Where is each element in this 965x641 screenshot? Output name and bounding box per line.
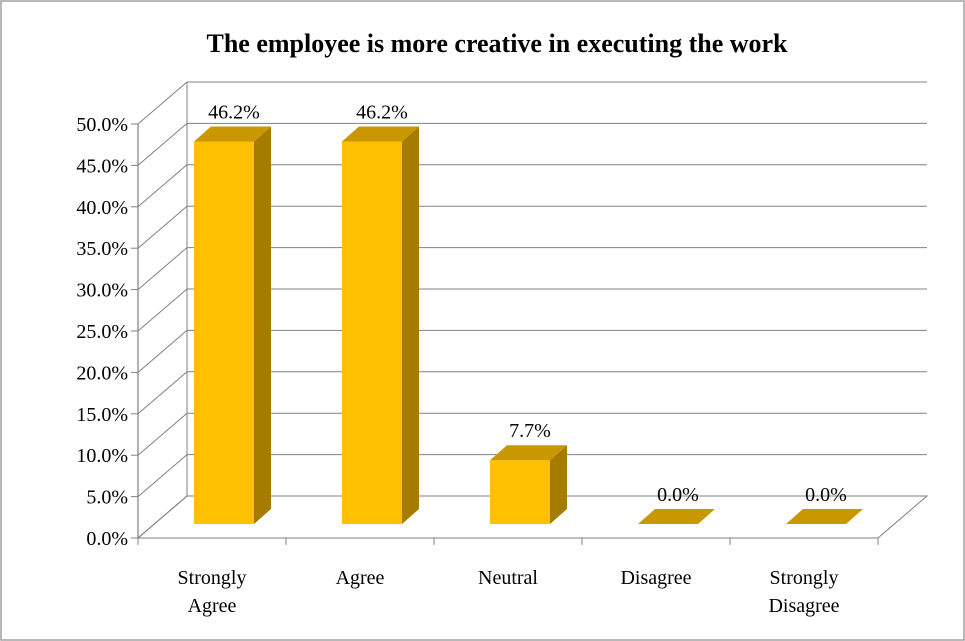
y-tick-label: 30.0% (76, 280, 128, 302)
y-tick-label: 5.0% (86, 487, 128, 509)
x-tick-label: Disagree (620, 567, 691, 589)
bar (490, 460, 550, 524)
data-label: 7.7% (509, 420, 551, 442)
bar-side (550, 445, 567, 524)
bar-top (342, 126, 419, 142)
data-label: 46.2% (356, 101, 408, 123)
y-tick-label: 40.0% (76, 197, 128, 219)
x-tick-label: Disagree (768, 595, 839, 617)
data-label: 46.2% (208, 101, 260, 123)
chart-title: The employee is more creative in executi… (206, 29, 788, 58)
side-gridline (137, 330, 188, 373)
bar-side (254, 126, 271, 525)
y-tick-label: 15.0% (76, 404, 128, 426)
side-gridline (137, 164, 188, 208)
side-gridline (137, 81, 188, 125)
bar (342, 141, 402, 525)
side-gridline (137, 123, 188, 166)
bar-top (638, 509, 715, 524)
y-tick-label: 20.0% (76, 362, 128, 384)
data-label: 0.0% (805, 484, 847, 506)
x-tick-label: Strongly (770, 567, 839, 589)
side-gridline (137, 371, 188, 415)
side-gridline (137, 205, 188, 249)
x-tick-label: Strongly (178, 567, 247, 589)
x-tick-label: Neutral (478, 567, 538, 589)
y-tick-label: 50.0% (76, 114, 128, 136)
x-tick-label: Agree (336, 567, 385, 589)
floor (136, 495, 929, 539)
data-label: 0.0% (657, 484, 699, 506)
side-gridline (137, 247, 188, 290)
y-tick-label: 0.0% (86, 528, 128, 550)
y-tick-label: 25.0% (76, 321, 128, 343)
y-tick-label: 45.0% (76, 155, 128, 177)
side-gridline (137, 412, 188, 456)
x-tick-label: Agree (188, 595, 237, 617)
side-gridline (137, 288, 188, 332)
bar (194, 141, 254, 525)
bar-side (402, 126, 419, 525)
bar-top (786, 509, 863, 524)
side-gridline (137, 454, 188, 497)
bar-top (490, 445, 567, 461)
bar-top (194, 126, 271, 142)
plot-area: 0.0% 5.0% 10.0% 15.0% 20.0% 25.0% 30.0% 35.0% 40… (76, 81, 929, 617)
y-tick-label: 35.0% (76, 238, 128, 260)
y-tick-label: 10.0% (76, 445, 128, 467)
